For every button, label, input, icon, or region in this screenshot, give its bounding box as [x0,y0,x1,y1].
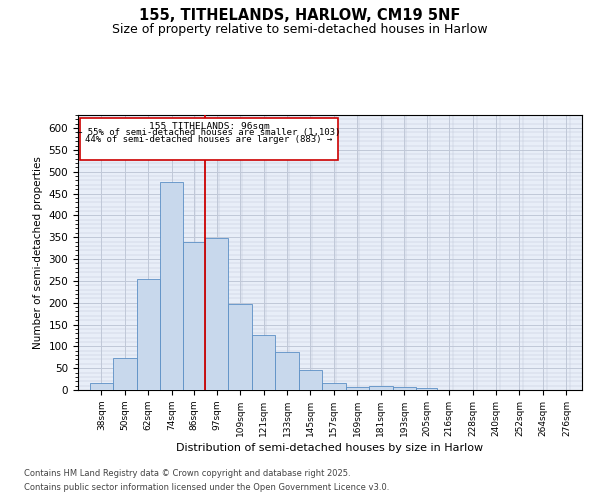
Bar [346,387,369,390]
Bar [160,182,184,390]
Bar [416,388,437,390]
Text: Contains HM Land Registry data © Crown copyright and database right 2025.: Contains HM Land Registry data © Crown c… [24,468,350,477]
Text: 155 TITHELANDS: 96sqm: 155 TITHELANDS: 96sqm [149,122,269,130]
Text: Size of property relative to semi-detached houses in Harlow: Size of property relative to semi-detach… [112,22,488,36]
Text: 44% of semi-detached houses are larger (883) →: 44% of semi-detached houses are larger (… [85,134,332,143]
Text: ← 55% of semi-detached houses are smaller (1,103): ← 55% of semi-detached houses are smalle… [77,128,341,137]
Bar [137,279,160,390]
Text: 155, TITHELANDS, HARLOW, CM19 5NF: 155, TITHELANDS, HARLOW, CM19 5NF [139,8,461,22]
X-axis label: Distribution of semi-detached houses by size in Harlow: Distribution of semi-detached houses by … [176,443,484,453]
Bar [369,386,392,390]
Y-axis label: Number of semi-detached properties: Number of semi-detached properties [33,156,43,349]
Bar [252,336,275,390]
Bar [392,388,416,390]
Bar [299,370,322,390]
Bar [229,304,252,390]
Bar [322,384,346,390]
Bar [90,384,113,390]
Bar [113,358,137,390]
Bar [205,238,229,390]
Bar [80,118,338,160]
Text: Contains public sector information licensed under the Open Government Licence v3: Contains public sector information licen… [24,484,389,492]
Bar [184,242,205,390]
Bar [275,352,299,390]
